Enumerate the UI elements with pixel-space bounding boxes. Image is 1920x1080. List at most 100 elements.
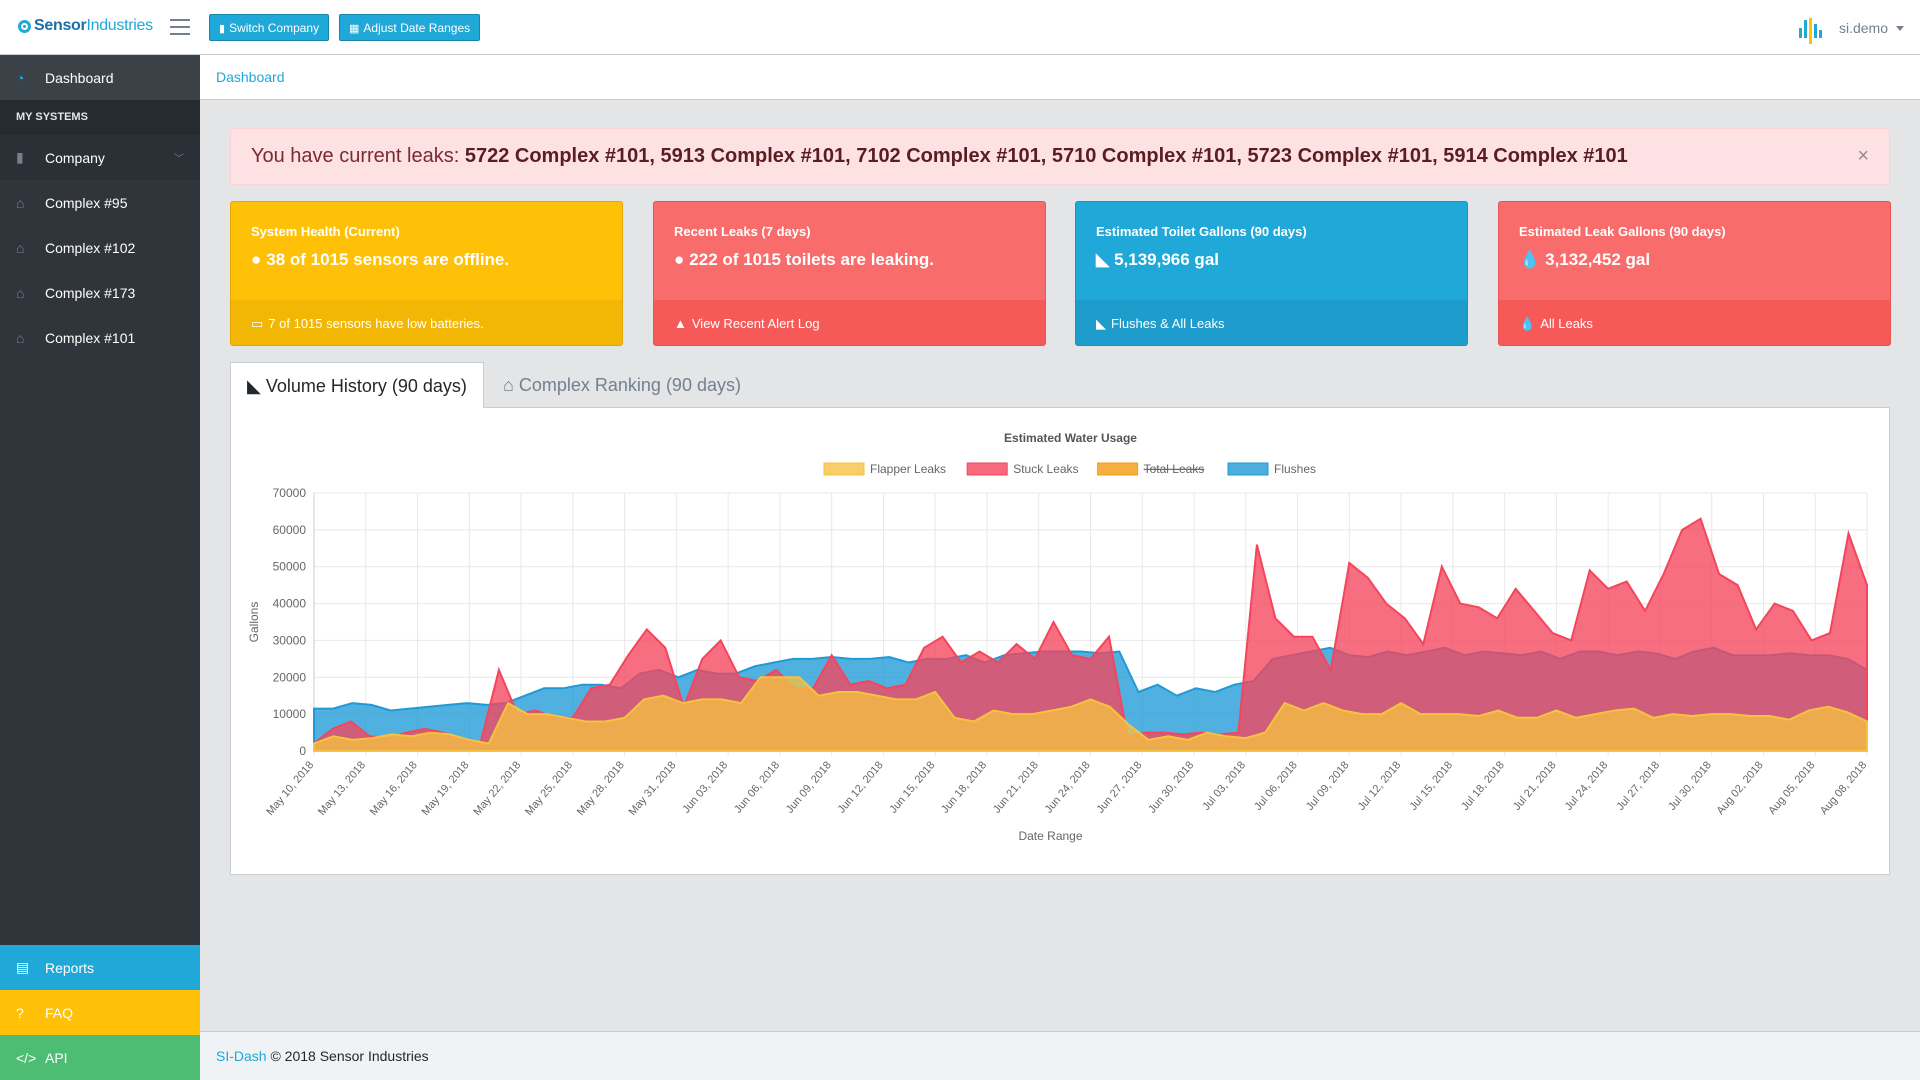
- flushes-all-leaks-link[interactable]: ◣ Flushes & All Leaks: [1076, 300, 1467, 345]
- x-tick-label: May 22, 2018: [471, 759, 523, 818]
- sidebar: ◔ Dashboard MY SYSTEMS ▮ Company ﹀ ⌂ Com…: [0, 55, 200, 1080]
- x-tick-label: Jul 03, 2018: [1200, 759, 1248, 813]
- sensor-logo-icon: [18, 19, 31, 33]
- legend-label: Flushes: [1274, 462, 1316, 476]
- switch-company-label: Switch Company: [229, 21, 320, 35]
- adjust-dates-label: Adjust Date Ranges: [363, 21, 471, 35]
- y-axis-label: Gallons: [247, 602, 261, 643]
- y-tick-label: 60000: [273, 523, 307, 537]
- footer-copyright: © 2018 Sensor Industries: [270, 1048, 429, 1064]
- sidebar-item-label: Complex #102: [45, 239, 136, 256]
- x-tick-label: Jun 09, 2018: [784, 759, 834, 815]
- card-value: 38 of 1015 sensors are offline.: [266, 250, 510, 269]
- x-tick-label: May 25, 2018: [523, 759, 575, 818]
- sidebar-item-reports[interactable]: ▤ Reports: [0, 945, 200, 990]
- sidebar-item-label: FAQ: [45, 1004, 74, 1021]
- x-tick-label: Jun 12, 2018: [836, 759, 886, 815]
- legend-swatch: [823, 462, 865, 476]
- card-value: 5,139,966 gal: [1114, 250, 1219, 269]
- logo-text-sensor: Sensor: [34, 17, 87, 34]
- tab-label: Volume History (90 days): [265, 376, 467, 396]
- series-area-flapper-leaks: [313, 676, 1868, 752]
- y-tick-label: 30000: [273, 633, 307, 647]
- x-tick-label: Jul 12, 2018: [1356, 759, 1404, 813]
- x-tick-label: Jul 15, 2018: [1407, 759, 1455, 813]
- top-navbar: Sensor Industries ▮ Switch Company ▦ Adjust…: [0, 0, 1920, 55]
- company-logo-icon: [1797, 12, 1827, 44]
- x-tick-label: Jun 06, 2018: [732, 759, 782, 815]
- card-value: 222 of 1015 toilets are leaking.: [689, 250, 935, 269]
- card-footer-label: All Leaks: [1540, 316, 1593, 331]
- x-tick-label: May 16, 2018: [368, 759, 420, 818]
- alert-circle-icon: ●: [251, 250, 262, 269]
- sidebar-toggle-icon[interactable]: [170, 19, 190, 35]
- brand-logo[interactable]: Sensor Industries: [18, 17, 153, 35]
- tab-label: Complex Ranking (90 days): [518, 375, 741, 395]
- x-tick-label: Jul 24, 2018: [1563, 759, 1611, 813]
- x-tick-label: Jun 24, 2018: [1043, 759, 1093, 815]
- battery-icon: ▭: [251, 316, 264, 331]
- recent-leaks-card: Recent Leaks (7 days) ● 222 of 1015 toile…: [653, 201, 1046, 346]
- code-icon: </>: [16, 1049, 37, 1066]
- sidebar-section-title: MY SYSTEMS: [0, 100, 200, 135]
- sidebar-item-complex-102[interactable]: ⌂ Complex #102: [0, 225, 200, 270]
- x-tick-label: Jun 18, 2018: [939, 759, 989, 815]
- question-icon: ?: [16, 1004, 24, 1021]
- x-tick-label: Jul 30, 2018: [1666, 759, 1714, 813]
- sidebar-item-label: Reports: [45, 959, 95, 976]
- sidebar-item-api[interactable]: </> API: [0, 1035, 200, 1080]
- sidebar-item-label: Complex #95: [45, 194, 128, 211]
- home-icon: ⌂: [16, 194, 25, 211]
- switch-company-button[interactable]: ▮ Switch Company: [209, 14, 330, 41]
- caret-down-icon: [1896, 25, 1904, 31]
- legend-swatch: [966, 462, 1008, 476]
- footer-link[interactable]: SI-Dash: [216, 1048, 267, 1064]
- card-footer-label: 7 of 1015 sensors have low batteries.: [268, 316, 484, 331]
- x-tick-label: Jul 21, 2018: [1511, 759, 1559, 813]
- sidebar-item-company[interactable]: ▮ Company ﹀: [0, 135, 200, 180]
- y-tick-label: 10000: [273, 707, 307, 721]
- water-drop-icon: 💧: [1519, 316, 1536, 331]
- sidebar-item-complex-101[interactable]: ⌂ Complex #101: [0, 315, 200, 360]
- x-tick-label: Jun 15, 2018: [887, 759, 937, 815]
- breadcrumb: Dashboard: [200, 55, 1920, 100]
- y-tick-label: 70000: [273, 486, 307, 500]
- x-tick-label: Aug 05, 2018: [1766, 759, 1817, 817]
- sidebar-item-complex-95[interactable]: ⌂ Complex #95: [0, 180, 200, 225]
- building-icon: ▮: [219, 23, 226, 35]
- water-usage-chart: Estimated Water Usage Flapper Leaks Stuck …: [247, 431, 1869, 843]
- sidebar-item-label: Complex #101: [45, 329, 136, 346]
- tab-volume-history[interactable]: ◣ Volume History (90 days): [230, 362, 484, 408]
- x-tick-label: Jul 18, 2018: [1459, 759, 1507, 813]
- sidebar-item-complex-173[interactable]: ⌂ Complex #173: [0, 270, 200, 315]
- y-tick-label: 0: [299, 744, 306, 758]
- sidebar-item-label: API: [45, 1049, 68, 1066]
- all-leaks-link[interactable]: 💧 All Leaks: [1499, 300, 1890, 345]
- home-icon: ⌂: [16, 239, 25, 256]
- username: si.demo: [1838, 20, 1888, 36]
- tab-complex-ranking[interactable]: ⌂ Complex Ranking (90 days): [487, 362, 757, 408]
- adjust-date-ranges-button[interactable]: ▦ Adjust Date Ranges: [339, 14, 481, 41]
- user-menu[interactable]: si.demo: [1797, 12, 1904, 44]
- area-chart-icon: ◣: [1096, 250, 1110, 269]
- x-tick-label: Jun 03, 2018: [680, 759, 730, 815]
- breadcrumb-dashboard-link[interactable]: Dashboard: [216, 69, 285, 85]
- card-footer-low-batteries[interactable]: ▭ 7 of 1015 sensors have low batteries.: [231, 300, 622, 345]
- water-drop-icon: 💧: [1519, 250, 1541, 269]
- card-footer-label: View Recent Alert Log: [691, 316, 820, 331]
- clipboard-icon: ▤: [16, 959, 30, 975]
- system-health-card: System Health (Current) ● 38 of 1015 sens…: [230, 201, 623, 346]
- logo-text-industries: Industries: [86, 17, 153, 34]
- card-title: Estimated Toilet Gallons (90 days): [1096, 224, 1307, 239]
- sidebar-item-faq[interactable]: ? FAQ: [0, 990, 200, 1035]
- x-axis-label: Date Range: [1018, 829, 1082, 843]
- card-footer-label: Flushes & All Leaks: [1111, 316, 1225, 331]
- view-alert-log-link[interactable]: ▲ View Recent Alert Log: [654, 300, 1045, 345]
- chart-title: Estimated Water Usage: [1004, 431, 1137, 445]
- x-tick-label: May 28, 2018: [575, 759, 627, 818]
- sidebar-item-dashboard[interactable]: ◔ Dashboard: [0, 55, 200, 100]
- x-tick-label: Jun 21, 2018: [991, 759, 1041, 815]
- toilet-gallons-card: Estimated Toilet Gallons (90 days) ◣ 5,13…: [1075, 201, 1468, 346]
- area-chart-icon: ◣: [1096, 316, 1106, 331]
- close-icon[interactable]: ×: [1857, 145, 1869, 167]
